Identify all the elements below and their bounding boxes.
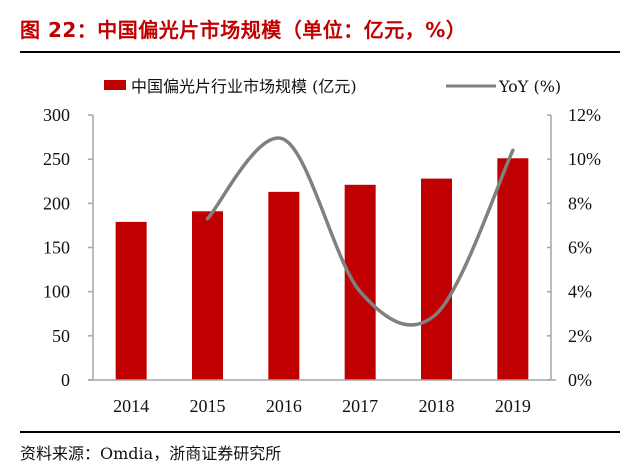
left-tick-label: 200 xyxy=(43,193,70,213)
left-tick-label: 0 xyxy=(61,370,70,390)
legend-bar-swatch xyxy=(104,80,126,90)
bar-2018 xyxy=(421,178,452,380)
left-tick-label: 150 xyxy=(43,238,70,258)
x-tick-label: 2017 xyxy=(342,396,378,416)
left-tick-label: 300 xyxy=(43,105,70,125)
legend-bar-label: 中国偏光片行业市场规模 (亿元) xyxy=(131,77,357,96)
bar-2015 xyxy=(192,211,223,380)
bar-2017 xyxy=(344,184,376,380)
right-tick-label: 2% xyxy=(568,326,592,346)
right-tick-label: 12% xyxy=(568,105,601,125)
chart-title: 图 22：中国偏光片市场规模（单位：亿元，%） xyxy=(20,18,467,42)
x-tick-label: 2014 xyxy=(113,396,149,416)
bar-2016 xyxy=(268,191,300,380)
x-tick-label: 2015 xyxy=(190,396,226,416)
bar-2014 xyxy=(115,221,147,380)
legend: 中国偏光片行业市场规模 (亿元) YoY (%) xyxy=(104,77,561,96)
right-tick-label: 4% xyxy=(568,282,592,302)
left-tick-label: 50 xyxy=(52,326,70,346)
source-divider xyxy=(20,431,620,433)
title-divider xyxy=(20,51,620,53)
right-tick-label: 10% xyxy=(568,149,601,169)
combo-chart: 中国偏光片行业市场规模 (亿元) YoY (%) 0 50 100 150 200 250… xyxy=(43,77,601,416)
bar-2019 xyxy=(497,158,529,380)
yoy-line xyxy=(205,136,515,327)
source-note: 资料来源：Omdia，浙商证券研究所 xyxy=(20,444,282,463)
right-tick-label: 8% xyxy=(568,193,592,213)
left-tick-label: 250 xyxy=(43,149,70,169)
left-tick-label: 100 xyxy=(43,282,70,302)
x-tick-label: 2016 xyxy=(266,396,302,416)
right-tick-label: 0% xyxy=(568,370,592,390)
legend-line-label: YoY (%) xyxy=(498,77,561,96)
x-tick-label: 2018 xyxy=(419,396,455,416)
x-tick-label: 2019 xyxy=(495,396,531,416)
right-tick-label: 6% xyxy=(568,238,592,258)
